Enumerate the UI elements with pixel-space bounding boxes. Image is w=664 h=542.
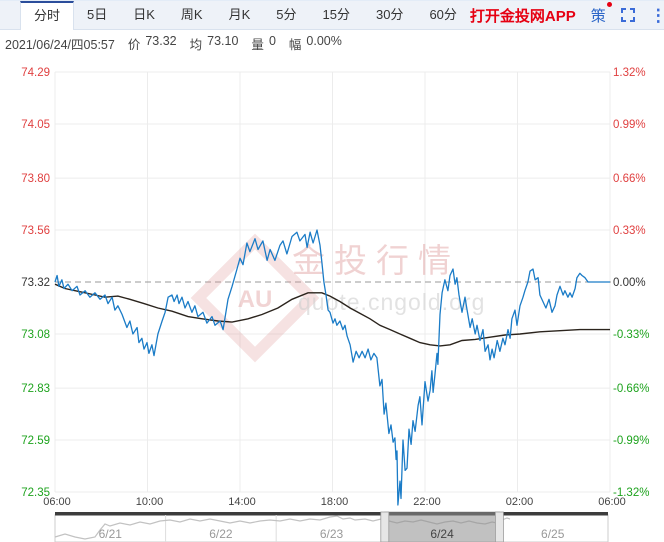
price-line bbox=[54, 229, 610, 506]
tab-15分[interactable]: 15分 bbox=[322, 7, 350, 22]
average-line bbox=[54, 283, 610, 347]
svg-text:14:00: 14:00 bbox=[228, 496, 256, 508]
svg-text:74.29: 74.29 bbox=[21, 67, 50, 79]
svg-text:0.99%: 0.99% bbox=[613, 119, 646, 131]
y-axis-left: 74.29 74.05 73.80 73.56 73.32 73.08 72.83 72.59… bbox=[21, 67, 50, 499]
strategy-button[interactable]: 策 bbox=[590, 1, 612, 26]
svg-text:06:00: 06:00 bbox=[43, 496, 71, 508]
toolbar-right: 打开金投网APP 策 ⋮ bbox=[470, 1, 664, 29]
watermark-diamond bbox=[190, 233, 320, 363]
svg-text:18:00: 18:00 bbox=[321, 496, 349, 508]
quote-datetime: 2021/06/24/四05:57 bbox=[5, 38, 115, 52]
svg-text:-0.66%: -0.66% bbox=[613, 383, 649, 395]
tab-日K[interactable]: 日K bbox=[133, 7, 155, 22]
tab-5分[interactable]: 5分 bbox=[276, 7, 297, 22]
notification-dot bbox=[606, 1, 612, 7]
svg-text:-1.32%: -1.32% bbox=[613, 487, 649, 499]
open-app-link[interactable]: 打开金投网APP bbox=[469, 7, 576, 25]
day-label-6/22[interactable]: 6/22 bbox=[209, 527, 233, 541]
y-axis-right: 1.32% 0.99% 0.66% 0.33% 0.00% -0.33% -0.66% -0.… bbox=[613, 67, 649, 499]
period-tabbar: 分时 5日 日K 周K 月K 5分 15分 30分 60分 打开金投网APP 策 ⋮ bbox=[0, 0, 664, 30]
intraday-chart: AU金投行情quote.cngold.org74.2974.0573.8073.… bbox=[21, 67, 649, 542]
navigator-track[interactable] bbox=[55, 512, 608, 516]
watermark-title: 金投行情 bbox=[292, 242, 460, 279]
strategy-label: 策 bbox=[590, 7, 606, 25]
tab-30分[interactable]: 30分 bbox=[375, 7, 404, 22]
svg-text:-0.33%: -0.33% bbox=[613, 329, 649, 341]
day-label-6/25[interactable]: 6/25 bbox=[541, 527, 565, 541]
price-readout: 价 73.32 bbox=[127, 34, 177, 52]
svg-text:1.32%: 1.32% bbox=[613, 67, 646, 79]
svg-text:0.33%: 0.33% bbox=[613, 225, 646, 237]
tab-分时[interactable]: 分时 bbox=[20, 1, 75, 30]
period-tabs: 分时 5日 日K 周K 月K 5分 15分 30分 60分 bbox=[20, 1, 470, 30]
navigator-handle-right[interactable] bbox=[494, 511, 504, 542]
tab-5日[interactable]: 5日 bbox=[87, 7, 108, 22]
svg-text:10:00: 10:00 bbox=[136, 496, 164, 508]
svg-text:73.08: 73.08 bbox=[21, 329, 50, 341]
svg-text:72.83: 72.83 bbox=[21, 383, 50, 395]
svg-text:0.66%: 0.66% bbox=[613, 173, 646, 185]
day-label-6/21[interactable]: 6/21 bbox=[99, 527, 123, 541]
more-menu-icon[interactable]: ⋮ bbox=[649, 5, 664, 25]
day-label-6/24[interactable]: 6/24 bbox=[430, 527, 454, 541]
fullscreen-icon[interactable] bbox=[620, 8, 635, 22]
change-readout: 幅 0.00% bbox=[288, 34, 342, 52]
average-readout: 均 73.10 bbox=[189, 34, 239, 52]
date-navigator: 6/21 6/22 6/23 6/24 6/25 bbox=[54, 511, 609, 542]
svg-text:72.35: 72.35 bbox=[21, 487, 50, 499]
x-axis: 06:00 10:00 14:00 18:00 22:00 02:00 06:00 bbox=[43, 496, 626, 508]
tab-周K[interactable]: 周K bbox=[180, 7, 203, 22]
svg-text:73.32: 73.32 bbox=[21, 277, 50, 289]
navigator-handle-left[interactable] bbox=[380, 511, 390, 542]
day-label-6/23[interactable]: 6/23 bbox=[320, 527, 344, 541]
svg-text:06:00: 06:00 bbox=[598, 496, 626, 508]
svg-text:22:00: 22:00 bbox=[413, 496, 441, 508]
svg-text:74.05: 74.05 bbox=[21, 119, 50, 131]
svg-text:0.00%: 0.00% bbox=[613, 277, 646, 289]
svg-text:73.80: 73.80 bbox=[21, 173, 50, 185]
tab-月K[interactable]: 月K bbox=[228, 7, 251, 22]
svg-text:-0.99%: -0.99% bbox=[613, 435, 649, 447]
svg-text:02:00: 02:00 bbox=[506, 496, 534, 508]
watermark-logo: AU bbox=[238, 286, 273, 313]
svg-text:73.56: 73.56 bbox=[21, 225, 50, 237]
tab-60分[interactable]: 60分 bbox=[429, 7, 457, 22]
svg-text:72.59: 72.59 bbox=[21, 435, 50, 447]
